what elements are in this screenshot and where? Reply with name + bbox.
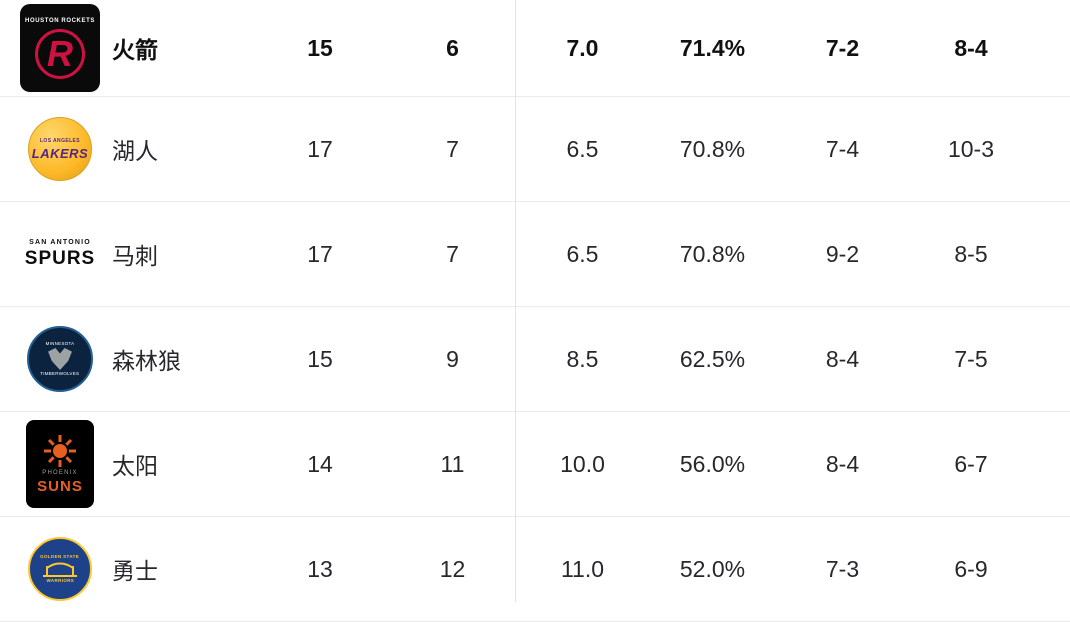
wolf-head-icon <box>48 348 72 370</box>
record-1-value: 9-2 <box>825 240 860 267</box>
team-name[interactable]: 森林狼 <box>112 348 181 374</box>
bay-bridge-icon <box>43 562 77 577</box>
rockets-r-mark-icon: R <box>35 28 85 79</box>
standings-row-warriors[interactable]: GOLDEN STATE WARRIORS 勇士 13 12 11.0 52.0… <box>0 517 1070 622</box>
column-divider <box>515 0 516 602</box>
team-logo-cell: LOS ANGELES LAKERS <box>20 97 100 201</box>
standings-row-suns[interactable]: PHOENIX SUNS 太阳 14 11 10.0 56.0% 8-4 6-7 <box>0 412 1070 517</box>
logo-wordmark: LOS ANGELES <box>39 137 81 144</box>
games-back-value: 8.5 <box>566 345 599 372</box>
team-logo-cell: PHOENIX SUNS <box>20 412 100 516</box>
record-2-value: 6-7 <box>954 450 988 477</box>
win-pct-value: 52.0% <box>679 555 746 582</box>
team-logo-cell: SAN ANTONIO SPURS <box>20 202 100 306</box>
win-pct-value: 71.4% <box>679 34 746 61</box>
team-logo-cell: GOLDEN STATE WARRIORS <box>20 517 100 621</box>
win-pct-value: 56.0% <box>679 450 746 477</box>
logo-wordmark: GOLDEN STATE <box>40 554 80 560</box>
logo-wordmark: SAN ANTONIO <box>29 238 91 246</box>
standings-row-spurs[interactable]: SAN ANTONIO SPURS 马刺 17 7 6.5 70.8% 9-2 … <box>0 202 1070 307</box>
games-back-value: 11.0 <box>560 555 605 582</box>
win-pct-value: 70.8% <box>679 135 746 162</box>
wins-value: 15 <box>307 345 333 372</box>
record-1-value: 7-3 <box>825 555 860 582</box>
losses-value: 9 <box>446 345 459 372</box>
losses-value: 12 <box>439 555 466 582</box>
losses-value: 7 <box>446 240 459 267</box>
logo-wordmark: SUNS <box>37 477 83 495</box>
team-name[interactable]: 马刺 <box>112 243 158 269</box>
timberwolves-logo-icon: MINNESOTA TIMBERWOLVES <box>27 326 93 392</box>
lakers-logo-icon: LOS ANGELES LAKERS <box>28 117 92 181</box>
record-2-value: 7-5 <box>954 345 988 372</box>
logo-wordmark: LAKERS <box>31 145 89 161</box>
wins-value: 14 <box>307 450 333 477</box>
wins-value: 15 <box>307 34 333 61</box>
games-back-value: 10.0 <box>560 450 605 477</box>
logo-wordmark: HOUSTON ROCKETS <box>25 17 95 24</box>
standings-row-lakers[interactable]: LOS ANGELES LAKERS 湖人 17 7 6.5 70.8% 7-4… <box>0 97 1070 202</box>
games-back-value: 6.5 <box>566 240 599 267</box>
losses-value: 7 <box>446 135 459 162</box>
logo-wordmark: MINNESOTA <box>45 341 75 347</box>
record-1-value: 7-2 <box>825 34 860 61</box>
team-logo-cell: MINNESOTA TIMBERWOLVES <box>20 307 100 411</box>
logo-wordmark: WARRIORS <box>46 578 74 584</box>
record-2-value: 6-9 <box>954 555 988 582</box>
record-2-value: 10-3 <box>947 135 995 162</box>
team-name[interactable]: 湖人 <box>112 138 158 164</box>
suns-logo-icon: PHOENIX SUNS <box>26 420 94 508</box>
wins-value: 13 <box>307 555 333 582</box>
wins-value: 17 <box>307 135 333 162</box>
losses-value: 6 <box>446 34 459 61</box>
logo-wordmark: PHOENIX <box>42 469 78 476</box>
record-1-value: 7-4 <box>825 135 860 162</box>
rockets-logo-icon: HOUSTON ROCKETS R <box>20 4 100 92</box>
logo-wordmark: TIMBERWOLVES <box>40 371 80 377</box>
warriors-logo-icon: GOLDEN STATE WARRIORS <box>28 537 92 601</box>
sunburst-icon <box>44 434 76 467</box>
standings-row-rockets[interactable]: HOUSTON ROCKETS R 火箭 15 6 7.0 71.4% 7-2 … <box>0 0 1070 97</box>
win-pct-value: 70.8% <box>679 240 746 267</box>
spurs-logo-icon: SAN ANTONIO SPURS <box>16 239 104 270</box>
logo-wordmark: SPURS <box>24 247 96 269</box>
games-back-value: 6.5 <box>566 135 599 162</box>
team-name[interactable]: 勇士 <box>112 558 158 584</box>
team-name[interactable]: 火箭 <box>112 37 158 63</box>
record-1-value: 8-4 <box>825 450 860 477</box>
losses-value: 11 <box>440 450 465 477</box>
team-name[interactable]: 太阳 <box>112 453 158 479</box>
wins-value: 17 <box>307 240 333 267</box>
standings-row-timberwolves[interactable]: MINNESOTA TIMBERWOLVES 森林狼 15 9 8.5 62.5… <box>0 307 1070 412</box>
record-2-value: 8-4 <box>954 34 988 61</box>
games-back-value: 7.0 <box>566 34 599 61</box>
win-pct-value: 62.5% <box>679 345 746 372</box>
record-2-value: 8-5 <box>954 240 988 267</box>
team-logo-cell: HOUSTON ROCKETS R <box>20 0 100 96</box>
record-1-value: 8-4 <box>825 345 860 372</box>
